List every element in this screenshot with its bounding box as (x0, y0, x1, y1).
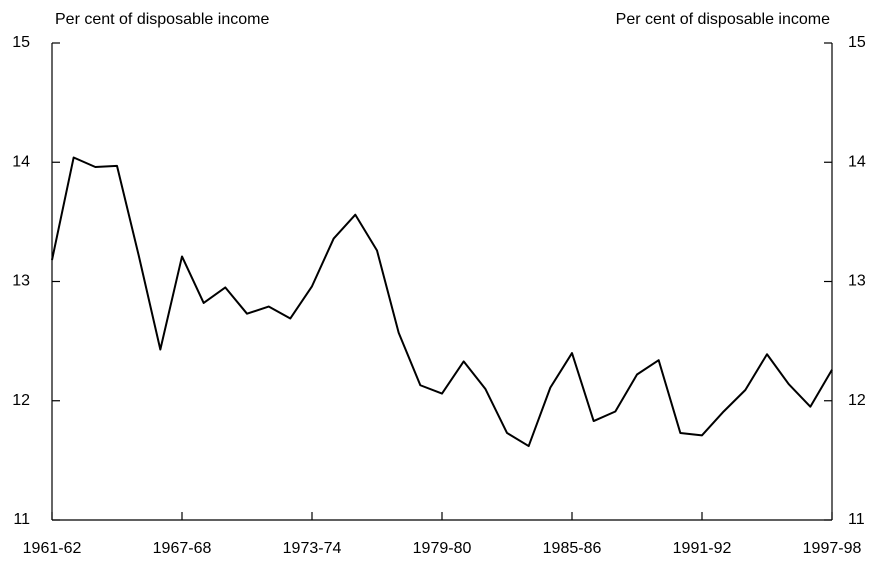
y2-tick-label: 12 (848, 392, 866, 409)
data-line (51, 156, 833, 448)
y-tick-label: 15 (12, 34, 30, 51)
y-axis-label: Per cent of disposable income (55, 11, 269, 28)
x-tick-label: 1991-92 (673, 540, 732, 557)
y-tick-label: 13 (12, 273, 30, 290)
x-tick-label: 1979-80 (413, 540, 472, 557)
y-tick-label: 12 (12, 392, 30, 409)
x-tick-label: 1961-62 (23, 540, 82, 557)
x-tick-label: 1985-86 (543, 540, 602, 557)
y2-tick-label: 15 (848, 34, 866, 51)
x-tick-label: 1973-74 (283, 540, 342, 557)
y-tick-label: 11 (13, 511, 30, 528)
x-tick-label: 1967-68 (153, 540, 212, 557)
y-tick-label: 14 (12, 153, 30, 170)
y2-tick-label: 14 (848, 153, 866, 170)
x-tick-label: 1997-98 (803, 540, 862, 557)
y2-tick-label: 13 (848, 273, 866, 290)
y2-tick-label: 11 (848, 511, 865, 528)
y2-axis-label: Per cent of disposable income (616, 11, 830, 28)
